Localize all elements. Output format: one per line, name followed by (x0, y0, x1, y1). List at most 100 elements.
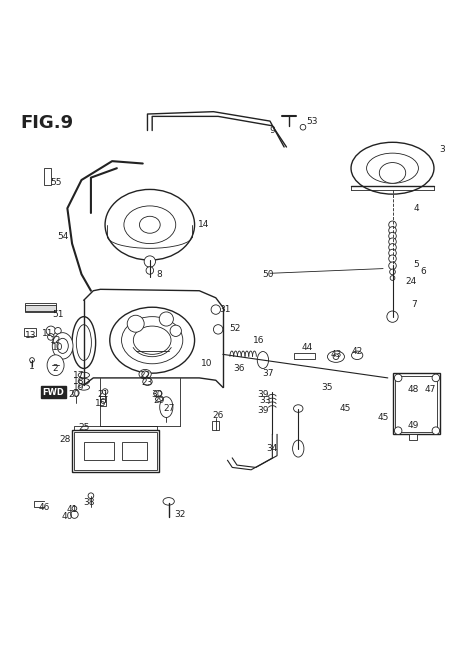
Ellipse shape (72, 317, 96, 368)
Text: 21: 21 (97, 390, 109, 399)
Text: 6: 6 (420, 267, 426, 276)
Text: 37: 37 (262, 368, 273, 378)
Ellipse shape (76, 325, 91, 360)
Text: 51: 51 (52, 310, 64, 319)
Text: FWD: FWD (42, 388, 64, 397)
Bar (84, 442, 115, 460)
Text: 36: 36 (234, 364, 245, 373)
Bar (44, 168, 51, 185)
Circle shape (144, 256, 155, 267)
Text: 53: 53 (307, 117, 318, 125)
Text: 5: 5 (413, 260, 419, 269)
Circle shape (88, 493, 94, 499)
Ellipse shape (163, 498, 174, 505)
Circle shape (333, 354, 339, 360)
Text: 55: 55 (50, 178, 61, 187)
Text: 27: 27 (163, 404, 174, 413)
Circle shape (127, 315, 144, 332)
Circle shape (213, 325, 223, 334)
Circle shape (170, 325, 182, 336)
Ellipse shape (351, 142, 434, 194)
Circle shape (390, 269, 395, 274)
Ellipse shape (257, 352, 269, 368)
Text: 33: 33 (260, 396, 271, 405)
Text: 4: 4 (413, 204, 419, 213)
Text: 3: 3 (439, 145, 445, 154)
Text: 49: 49 (408, 421, 419, 429)
Circle shape (394, 374, 402, 382)
Bar (74, 426, 157, 429)
Text: 26: 26 (212, 411, 224, 420)
Text: 54: 54 (57, 232, 68, 241)
Text: 9: 9 (269, 126, 275, 135)
Ellipse shape (155, 397, 163, 401)
Text: 20: 20 (69, 390, 80, 399)
Text: 44: 44 (302, 343, 313, 352)
Ellipse shape (57, 338, 68, 354)
Text: 12: 12 (50, 336, 61, 345)
Ellipse shape (293, 405, 303, 412)
Text: 16: 16 (253, 336, 264, 345)
Circle shape (30, 358, 35, 362)
Ellipse shape (366, 153, 419, 183)
Text: 34: 34 (267, 444, 278, 453)
Text: 41: 41 (66, 505, 78, 515)
Text: 46: 46 (38, 503, 49, 512)
Ellipse shape (139, 370, 151, 379)
Text: 15: 15 (95, 399, 106, 409)
Circle shape (389, 262, 396, 270)
Circle shape (432, 427, 439, 434)
Ellipse shape (139, 216, 160, 234)
Circle shape (47, 333, 54, 340)
Ellipse shape (328, 351, 345, 362)
Text: 14: 14 (198, 220, 210, 229)
Ellipse shape (47, 355, 64, 376)
Text: FIG.9: FIG.9 (20, 114, 73, 132)
Ellipse shape (78, 372, 90, 378)
Text: 11: 11 (42, 329, 53, 338)
Circle shape (390, 276, 395, 280)
Bar (100, 396, 106, 406)
Circle shape (300, 124, 306, 130)
Text: 47: 47 (425, 385, 436, 394)
Circle shape (101, 399, 106, 403)
Bar (392, 373, 439, 434)
Ellipse shape (105, 189, 195, 260)
Text: 39: 39 (257, 390, 269, 399)
Circle shape (389, 238, 396, 246)
Bar (395, 376, 438, 432)
Circle shape (389, 255, 396, 262)
Bar (72, 429, 159, 472)
Circle shape (389, 232, 396, 240)
Ellipse shape (154, 391, 162, 397)
Circle shape (387, 311, 398, 322)
Text: 28: 28 (59, 435, 71, 444)
Text: 38: 38 (83, 499, 94, 507)
Text: 23: 23 (142, 378, 153, 387)
Text: 39: 39 (257, 407, 269, 415)
Ellipse shape (78, 384, 90, 390)
Ellipse shape (133, 326, 171, 354)
Text: 13: 13 (25, 331, 37, 340)
Ellipse shape (52, 333, 73, 359)
Circle shape (432, 374, 439, 382)
Text: 25: 25 (78, 423, 90, 432)
Text: 18: 18 (73, 376, 85, 386)
Text: 45: 45 (377, 413, 389, 423)
Circle shape (102, 389, 108, 395)
Text: 32: 32 (175, 510, 186, 519)
Text: 22: 22 (139, 371, 151, 380)
Circle shape (389, 244, 396, 251)
Bar (24, 328, 36, 336)
Circle shape (389, 249, 396, 257)
Ellipse shape (78, 378, 90, 384)
Circle shape (71, 511, 78, 518)
Ellipse shape (379, 162, 406, 183)
Text: 1: 1 (29, 362, 35, 370)
Text: 35: 35 (321, 383, 332, 392)
Bar (212, 421, 219, 429)
Circle shape (142, 371, 148, 378)
Bar (74, 432, 157, 470)
Circle shape (55, 327, 61, 334)
Circle shape (146, 266, 154, 274)
